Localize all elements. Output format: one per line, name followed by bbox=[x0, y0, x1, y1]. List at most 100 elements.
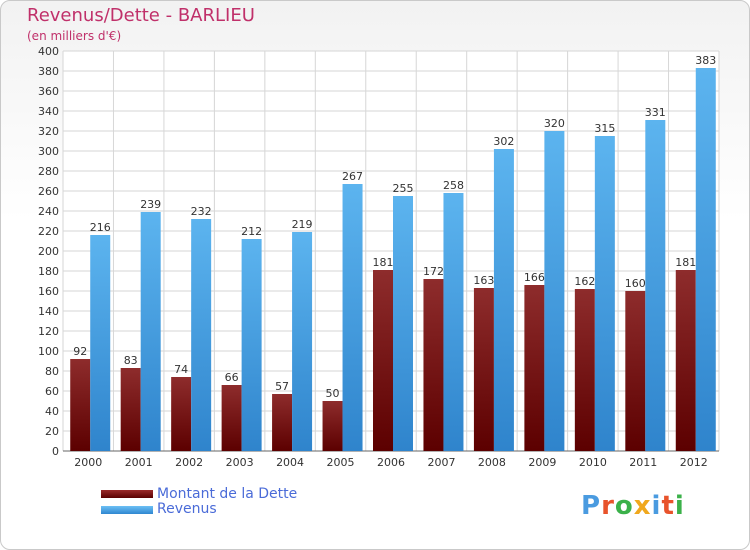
brand-letter: i bbox=[651, 491, 662, 521]
x-tick-label: 2006 bbox=[377, 456, 405, 469]
x-tick-label: 2009 bbox=[528, 456, 556, 469]
data-label-debt: 172 bbox=[423, 265, 444, 278]
bar-debt bbox=[373, 270, 393, 451]
data-label-revenue: 320 bbox=[544, 117, 565, 130]
data-label-revenue: 216 bbox=[90, 221, 111, 234]
data-label-debt: 181 bbox=[675, 256, 696, 269]
data-label-revenue: 255 bbox=[393, 182, 414, 195]
data-label-revenue: 212 bbox=[241, 225, 262, 238]
x-tick-label: 2003 bbox=[226, 456, 254, 469]
x-tick-label: 2001 bbox=[125, 456, 153, 469]
legend-label-revenue: Revenus bbox=[157, 501, 217, 517]
bar-debt bbox=[120, 368, 141, 451]
bar-revenue bbox=[443, 193, 464, 451]
data-label-debt: 57 bbox=[275, 380, 289, 393]
bar-revenue bbox=[695, 68, 716, 451]
y-tick-label: 260 bbox=[38, 185, 59, 198]
x-tick-label: 2011 bbox=[629, 456, 657, 469]
x-tick-label: 2008 bbox=[478, 456, 506, 469]
brand-letter: r bbox=[601, 491, 615, 521]
data-label-debt: 50 bbox=[326, 387, 340, 400]
bar-debt bbox=[473, 288, 494, 451]
y-tick-label: 200 bbox=[38, 245, 59, 258]
data-label-revenue: 267 bbox=[342, 170, 363, 183]
x-tick-label: 2005 bbox=[327, 456, 355, 469]
bar-debt bbox=[423, 279, 444, 451]
data-label-debt: 162 bbox=[574, 275, 595, 288]
bar-revenue bbox=[342, 184, 363, 451]
y-tick-label: 380 bbox=[38, 65, 59, 78]
data-label-debt: 83 bbox=[124, 354, 138, 367]
data-label-debt: 166 bbox=[524, 271, 545, 284]
bar-debt bbox=[70, 359, 91, 451]
data-label-debt: 66 bbox=[225, 371, 239, 384]
data-label-revenue: 383 bbox=[695, 54, 716, 67]
bar-debt bbox=[675, 270, 696, 451]
y-tick-label: 360 bbox=[38, 85, 59, 98]
x-tick-label: 2007 bbox=[427, 456, 455, 469]
brand-letter: P bbox=[581, 491, 602, 521]
chart-subtitle: (en milliers d'€) bbox=[27, 29, 122, 43]
y-tick-label: 0 bbox=[52, 445, 59, 458]
bar-revenue bbox=[645, 120, 666, 451]
brand-letter: o bbox=[614, 491, 634, 521]
bar-debt bbox=[625, 291, 646, 451]
bar-debt bbox=[171, 377, 192, 451]
bar-revenue bbox=[594, 136, 615, 451]
x-tick-label: 2012 bbox=[680, 456, 708, 469]
bar-revenue bbox=[191, 219, 212, 451]
y-tick-label: 40 bbox=[45, 405, 59, 418]
y-tick-label: 100 bbox=[38, 345, 59, 358]
x-tick-label: 2010 bbox=[579, 456, 607, 469]
y-tick-label: 140 bbox=[38, 305, 59, 318]
x-tick-label: 2000 bbox=[74, 456, 102, 469]
y-tick-label: 120 bbox=[38, 325, 59, 338]
y-tick-label: 160 bbox=[38, 285, 59, 298]
bar-revenue bbox=[241, 239, 262, 451]
bar-revenue bbox=[90, 235, 111, 451]
data-label-revenue: 302 bbox=[493, 135, 514, 148]
legend-label-debt: Montant de la Dette bbox=[157, 486, 298, 502]
y-tick-label: 80 bbox=[45, 365, 59, 378]
data-label-revenue: 258 bbox=[443, 179, 464, 192]
y-tick-label: 180 bbox=[38, 265, 59, 278]
bar-revenue bbox=[544, 131, 565, 451]
data-label-revenue: 239 bbox=[140, 198, 161, 211]
y-tick-label: 280 bbox=[38, 165, 59, 178]
y-tick-label: 220 bbox=[38, 225, 59, 238]
brand-letter: x bbox=[633, 491, 652, 521]
bar-debt bbox=[524, 285, 545, 451]
data-label-debt: 92 bbox=[73, 345, 87, 358]
y-tick-label: 20 bbox=[45, 425, 59, 438]
y-tick-label: 320 bbox=[38, 125, 59, 138]
brand-logo: Proxiti bbox=[581, 491, 685, 521]
bar-debt bbox=[272, 394, 293, 451]
y-tick-label: 400 bbox=[38, 45, 59, 58]
bar-revenue bbox=[292, 232, 313, 451]
data-label-debt: 160 bbox=[625, 277, 646, 290]
x-tick-label: 2004 bbox=[276, 456, 304, 469]
chart-title: Revenus/Dette - BARLIEU bbox=[27, 5, 255, 26]
bar-debt bbox=[322, 401, 343, 451]
y-tick-label: 60 bbox=[45, 385, 59, 398]
bar-debt bbox=[574, 289, 595, 451]
legend-swatch-debt bbox=[101, 490, 153, 498]
data-label-debt: 163 bbox=[473, 274, 494, 287]
bar-debt bbox=[221, 385, 242, 451]
data-label-debt: 181 bbox=[373, 256, 394, 269]
data-label-revenue: 331 bbox=[645, 106, 666, 119]
bar-revenue bbox=[493, 149, 514, 451]
y-tick-label: 240 bbox=[38, 205, 59, 218]
bar-revenue bbox=[140, 212, 161, 451]
y-tick-label: 300 bbox=[38, 145, 59, 158]
brand-letter: i bbox=[674, 491, 685, 521]
data-label-revenue: 315 bbox=[594, 122, 615, 135]
data-label-debt: 74 bbox=[174, 363, 188, 376]
brand-letter: t bbox=[661, 491, 675, 521]
bar-revenue bbox=[393, 196, 413, 451]
data-label-revenue: 232 bbox=[191, 205, 212, 218]
legend-swatch-revenue bbox=[101, 506, 153, 514]
x-tick-label: 2002 bbox=[175, 456, 203, 469]
